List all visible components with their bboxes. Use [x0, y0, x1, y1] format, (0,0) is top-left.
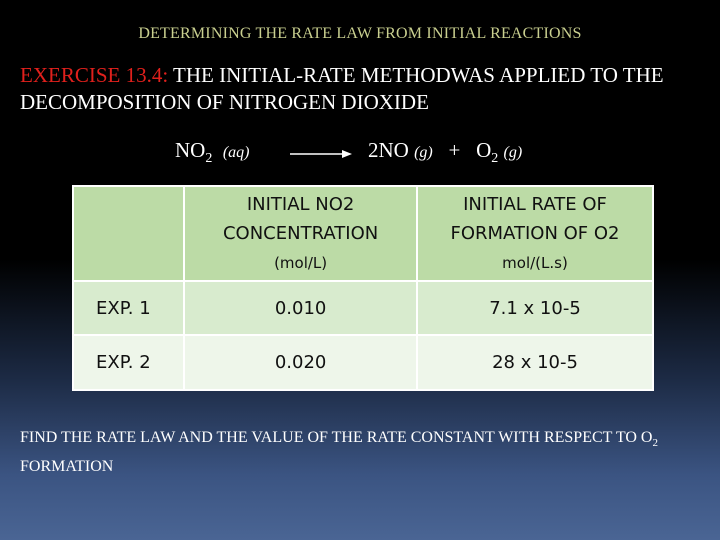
exercise-statement: EXERCISE 13.4: THE INITIAL-RATE METHODWA…: [20, 62, 710, 116]
product-2-formula: O: [476, 138, 492, 162]
table-row: EXP. 1 0.010 7.1 x 10-5: [71, 279, 654, 337]
header-rate-label: INITIAL RATE OF FORMATION OF O2: [450, 193, 620, 244]
plus-sign: +: [448, 138, 461, 162]
question-tail: FORMATION: [20, 458, 114, 476]
table-row: EXP. 2 0.020 28 x 10-5: [71, 334, 654, 391]
concentration-value: 0.010: [183, 279, 418, 337]
rate-value: 7.1 x 10-5: [416, 279, 654, 337]
question-text: FIND THE RATE LAW AND THE VALUE OF THE R…: [20, 426, 710, 478]
exercise-label: EXERCISE 13.4:: [20, 63, 169, 87]
row-label: EXP. 1: [71, 279, 186, 337]
header-concentration-label: INITIAL NO2 CONCENTRATION: [222, 193, 379, 244]
header-rate-unit: mol/(L.s): [502, 253, 568, 272]
question-subscript: 2: [652, 437, 658, 450]
reactant-subscript: 2: [205, 151, 213, 167]
header-cell-concentration: INITIAL NO2 CONCENTRATION (mol/L): [183, 185, 418, 282]
reactant-formula: NO: [175, 138, 206, 162]
reaction-arrow-icon: [290, 150, 352, 158]
question-body: FIND THE RATE LAW AND THE VALUE OF THE R…: [20, 429, 653, 446]
initial-rate-table: INITIAL NO2 CONCENTRATION (mol/L) INITIA…: [71, 185, 654, 391]
product-1-formula: 2NO: [368, 138, 409, 162]
product-1-state: (g): [414, 144, 433, 161]
header-cell-empty: [71, 185, 186, 282]
header-concentration-unit: (mol/L): [274, 253, 328, 272]
product-2-state: (g): [503, 144, 523, 161]
table-header-row: INITIAL NO2 CONCENTRATION (mol/L) INITIA…: [71, 185, 654, 282]
product-2-subscript: 2: [491, 151, 499, 167]
products: 2NO (g) + O2 (g): [368, 138, 522, 167]
exercise-text: THE INITIAL-RATE METHODWAS APPLIED TO TH…: [20, 63, 664, 114]
header-cell-rate: INITIAL RATE OF FORMATION OF O2 mol/(L.s…: [416, 185, 654, 282]
rate-value: 28 x 10-5: [416, 334, 654, 391]
row-label: EXP. 2: [71, 334, 186, 391]
reactant-state: (aq): [222, 144, 250, 161]
slide-title: DETERMINING THE RATE LAW FROM INITIAL RE…: [138, 25, 582, 42]
concentration-value: 0.020: [183, 334, 418, 391]
reaction-equation: NO2 (aq) 2NO (g) + O2 (g): [175, 138, 575, 168]
reactant: NO2 (aq): [175, 138, 250, 167]
